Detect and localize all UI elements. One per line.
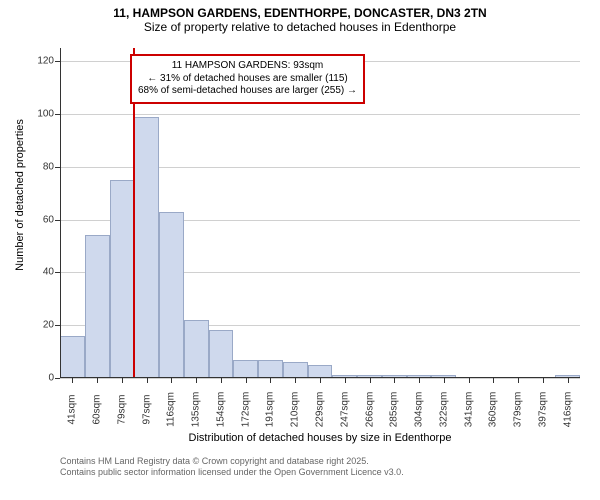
callout-line3: 68% of semi-detached houses are larger (… bbox=[138, 85, 357, 98]
y-tick-mark bbox=[55, 114, 60, 115]
x-tick-mark bbox=[270, 378, 271, 383]
x-tick-mark bbox=[518, 378, 519, 383]
bar bbox=[184, 320, 209, 378]
x-tick-label: 229sqm bbox=[315, 392, 326, 428]
x-tick-mark bbox=[394, 378, 395, 383]
bar bbox=[209, 330, 234, 378]
x-tick-label: 416sqm bbox=[562, 392, 573, 428]
x-tick-mark bbox=[469, 378, 470, 383]
x-tick-label: 210sqm bbox=[290, 392, 301, 428]
x-tick-label: 360sqm bbox=[488, 392, 499, 428]
x-tick-label: 191sqm bbox=[265, 392, 276, 428]
x-tick-mark bbox=[72, 378, 73, 383]
x-tick-label: 60sqm bbox=[92, 394, 103, 424]
x-tick-label: 322sqm bbox=[438, 392, 449, 428]
callout-line1: 11 HAMPSON GARDENS: 93sqm bbox=[138, 60, 357, 73]
bar bbox=[110, 180, 135, 378]
x-tick-mark bbox=[568, 378, 569, 383]
x-tick-mark bbox=[345, 378, 346, 383]
x-tick-mark bbox=[295, 378, 296, 383]
x-axis-label: Distribution of detached houses by size … bbox=[60, 432, 580, 444]
x-tick-label: 247sqm bbox=[339, 392, 350, 428]
x-tick-label: 135sqm bbox=[191, 392, 202, 428]
x-tick-label: 154sqm bbox=[215, 392, 226, 428]
x-tick-mark bbox=[370, 378, 371, 383]
title-line2: Size of property relative to detached ho… bbox=[0, 20, 600, 34]
y-tick-label: 40 bbox=[30, 267, 54, 278]
y-tick-mark bbox=[55, 167, 60, 168]
title-line1: 11, HAMPSON GARDENS, EDENTHORPE, DONCAST… bbox=[0, 6, 600, 20]
bar bbox=[159, 212, 184, 378]
x-tick-label: 266sqm bbox=[364, 392, 375, 428]
bar bbox=[85, 235, 110, 378]
bar bbox=[283, 362, 308, 378]
x-tick-label: 304sqm bbox=[414, 392, 425, 428]
bar bbox=[134, 117, 159, 378]
y-tick-label: 0 bbox=[30, 373, 54, 384]
x-tick-mark bbox=[97, 378, 98, 383]
y-axis-label: Number of detached properties bbox=[14, 30, 26, 360]
x-tick-mark bbox=[171, 378, 172, 383]
bar bbox=[60, 336, 85, 378]
bar bbox=[233, 360, 258, 378]
x-tick-mark bbox=[493, 378, 494, 383]
x-tick-label: 285sqm bbox=[389, 392, 400, 428]
x-tick-label: 41sqm bbox=[67, 394, 78, 424]
x-tick-mark bbox=[543, 378, 544, 383]
x-tick-mark bbox=[444, 378, 445, 383]
x-tick-mark bbox=[246, 378, 247, 383]
y-tick-mark bbox=[55, 272, 60, 273]
y-axis-line bbox=[60, 48, 61, 378]
callout-line2: ← 31% of detached houses are smaller (11… bbox=[138, 73, 357, 86]
footer-line2: Contains public sector information licen… bbox=[60, 467, 404, 478]
x-tick-label: 341sqm bbox=[463, 392, 474, 428]
x-tick-label: 97sqm bbox=[141, 394, 152, 424]
x-tick-mark bbox=[196, 378, 197, 383]
y-tick-mark bbox=[55, 61, 60, 62]
y-tick-label: 60 bbox=[30, 214, 54, 225]
y-tick-mark bbox=[55, 220, 60, 221]
x-tick-label: 79sqm bbox=[116, 394, 127, 424]
footer-line1: Contains HM Land Registry data © Crown c… bbox=[60, 456, 404, 467]
x-tick-mark bbox=[221, 378, 222, 383]
y-tick-mark bbox=[55, 325, 60, 326]
gridline bbox=[60, 114, 580, 115]
y-tick-label: 120 bbox=[30, 56, 54, 67]
chart-title: 11, HAMPSON GARDENS, EDENTHORPE, DONCAST… bbox=[0, 6, 600, 35]
chart-container: 11, HAMPSON GARDENS, EDENTHORPE, DONCAST… bbox=[0, 0, 600, 500]
bar bbox=[258, 360, 283, 378]
x-tick-mark bbox=[419, 378, 420, 383]
y-tick-label: 80 bbox=[30, 161, 54, 172]
y-tick-label: 20 bbox=[30, 320, 54, 331]
x-tick-label: 172sqm bbox=[240, 392, 251, 428]
x-tick-label: 116sqm bbox=[166, 392, 177, 427]
x-tick-label: 397sqm bbox=[537, 392, 548, 428]
footer: Contains HM Land Registry data © Crown c… bbox=[60, 456, 404, 478]
callout-box: 11 HAMPSON GARDENS: 93sqm ← 31% of detac… bbox=[130, 54, 365, 104]
y-tick-label: 100 bbox=[30, 109, 54, 120]
x-tick-mark bbox=[320, 378, 321, 383]
x-tick-mark bbox=[122, 378, 123, 383]
x-tick-mark bbox=[147, 378, 148, 383]
y-tick-mark bbox=[55, 378, 60, 379]
x-tick-label: 379sqm bbox=[513, 392, 524, 428]
